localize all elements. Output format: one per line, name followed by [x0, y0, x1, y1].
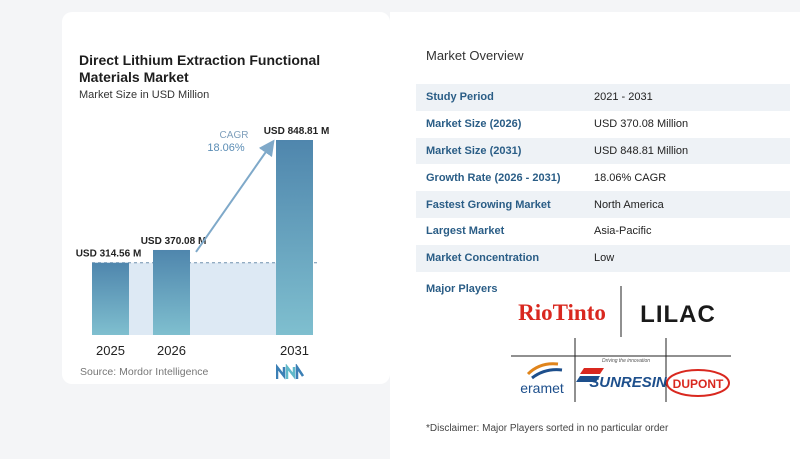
market-overview-panel: Market Overview Study Period 2021 - 2031…	[390, 12, 800, 459]
row-value: Asia-Pacific	[594, 225, 652, 238]
svg-text:DUPONT: DUPONT	[673, 377, 724, 391]
row-key: Fastest Growing Market	[426, 198, 551, 211]
row-key: Market Size (2026)	[426, 118, 522, 131]
cagr-arrow	[195, 139, 275, 253]
row-key: Market Concentration	[426, 252, 540, 265]
row-key: Largest Market	[426, 225, 505, 238]
major-players-logos: RioTinto LILAC eramet Driving the innova…	[511, 286, 731, 402]
bar-2025	[92, 262, 129, 335]
svg-text:LILAC: LILAC	[640, 301, 716, 328]
x-tick-label: 2026	[157, 343, 186, 358]
table-row: Fastest Growing Market North America	[416, 191, 790, 218]
row-value: USD 848.81 Million	[594, 144, 689, 157]
row-key: Market Size (2031)	[426, 144, 522, 157]
riotinto-logo: RioTinto	[518, 300, 606, 325]
table-row: Study Period 2021 - 2031	[416, 84, 790, 111]
row-key: Study Period	[426, 91, 494, 104]
bar-2031	[276, 140, 313, 335]
chart-title: Direct Lithium Extraction Functional Mat…	[79, 52, 321, 85]
sunresin-logo: Driving the innovation SUNRESIN	[576, 358, 668, 391]
table-row: Market Size (2031) USD 848.81 Million	[416, 137, 790, 165]
chart-card: Direct Lithium Extraction Functional Mat…	[62, 12, 390, 384]
chart-subtitle: Market Size in USD Million	[79, 89, 210, 101]
bar-chart: USD 314.56 M 2025 USD 370.08 M 2026 USD 848.…	[76, 126, 330, 358]
svg-text:Driving the innovation: Driving the innovation	[602, 358, 650, 364]
row-value: 2021 - 2031	[594, 91, 653, 104]
row-key: Growth Rate (2026 - 2031)	[426, 171, 561, 184]
data-label: USD 370.08 M	[141, 236, 207, 247]
data-label: USD 848.81 M	[264, 126, 330, 137]
x-tick-label: 2025	[96, 343, 125, 358]
market-overview-title: Market Overview	[426, 48, 524, 63]
eramet-logo: eramet	[520, 362, 564, 396]
dupont-logo: DUPONT	[666, 369, 730, 397]
row-value: USD 370.08 Million	[594, 118, 689, 131]
svg-text:SUNRESIN: SUNRESIN	[589, 374, 668, 391]
source-note: Source: Mordor Intelligence	[80, 366, 209, 378]
lilac-logo: LILAC	[628, 300, 728, 328]
data-label: USD 314.56 M	[76, 249, 142, 260]
svg-text:eramet: eramet	[520, 380, 564, 396]
cagr-label: CAGR	[220, 130, 249, 141]
table-row: Growth Rate (2026 - 2031) 18.06% CAGR	[416, 164, 790, 191]
major-players-title: Major Players	[426, 283, 498, 295]
overview-table: Study Period 2021 - 2031 Market Size (20…	[416, 84, 790, 272]
table-row: Market Concentration Low	[416, 244, 790, 272]
row-value: 18.06% CAGR	[594, 171, 667, 184]
x-tick-label: 2031	[280, 343, 309, 358]
cagr-value: 18.06%	[207, 142, 245, 154]
row-value: North America	[594, 198, 664, 211]
mordor-logo-icon	[276, 364, 304, 380]
row-value: Low	[594, 252, 615, 265]
table-row: Largest Market Asia-Pacific	[416, 218, 790, 245]
disclaimer: *Disclaimer: Major Players sorted in no …	[426, 423, 669, 434]
bar-2026	[153, 249, 190, 335]
table-row: Market Size (2026) USD 370.08 Million	[416, 111, 790, 138]
